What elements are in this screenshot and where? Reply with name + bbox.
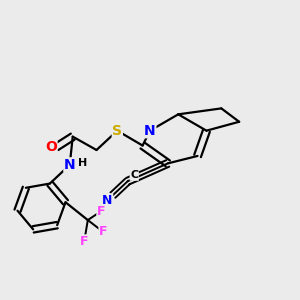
- Text: O: O: [45, 140, 57, 154]
- Text: N: N: [144, 124, 156, 138]
- Text: F: F: [97, 205, 105, 218]
- Text: F: F: [80, 235, 88, 248]
- Text: N: N: [102, 194, 113, 207]
- Text: F: F: [99, 226, 107, 238]
- Text: H: H: [78, 158, 87, 168]
- Text: S: S: [112, 124, 122, 138]
- Text: C: C: [130, 170, 138, 180]
- Text: N: N: [64, 158, 76, 172]
